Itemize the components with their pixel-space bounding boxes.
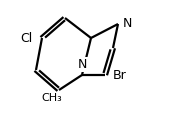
Text: Cl: Cl [20,32,32,44]
Text: CH₃: CH₃ [41,93,62,103]
Text: Br: Br [113,69,126,82]
Text: N: N [123,17,132,30]
Text: N: N [77,58,87,71]
